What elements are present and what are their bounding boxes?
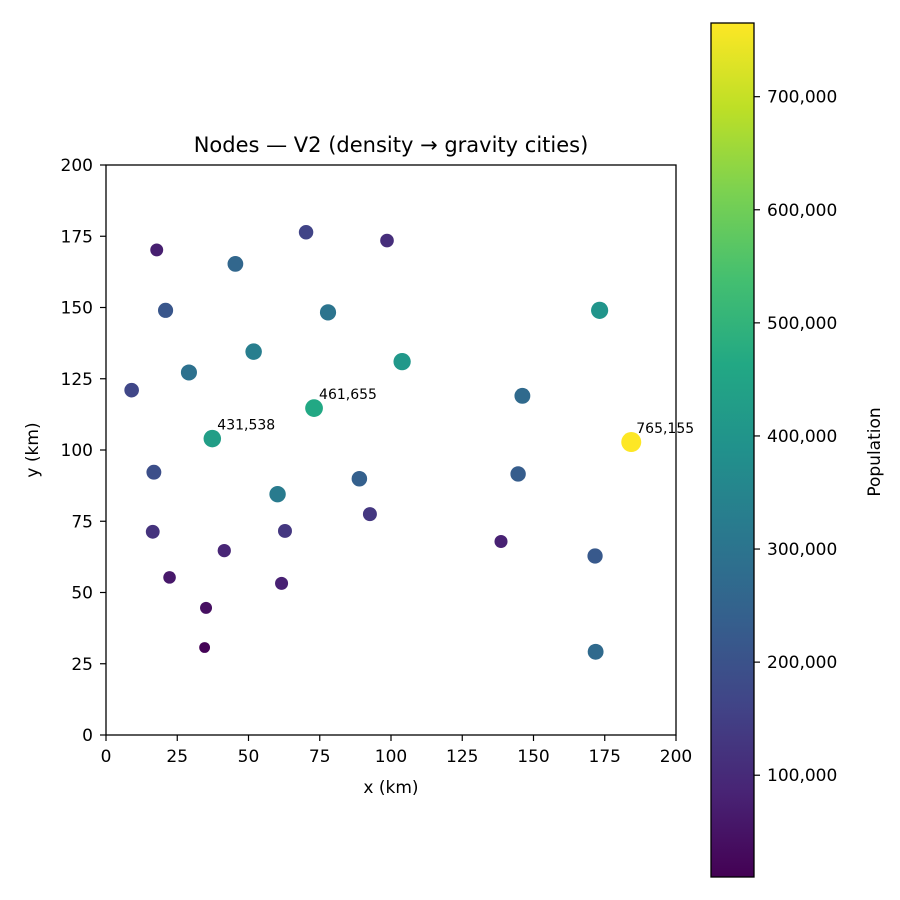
y-tick-label: 175 xyxy=(61,227,93,247)
data-point xyxy=(200,601,213,614)
data-point xyxy=(124,382,139,398)
data-point xyxy=(146,464,162,480)
colorbar-tick-label: 500,000 xyxy=(767,314,837,334)
y-tick-label: 50 xyxy=(71,584,93,604)
points-layer xyxy=(124,225,642,660)
data-point xyxy=(393,353,411,371)
data-point xyxy=(180,364,197,381)
y-tick-label: 125 xyxy=(61,370,93,390)
colorbar-label: Population xyxy=(865,407,885,496)
data-point xyxy=(298,225,314,240)
point-annotation: 461,655 xyxy=(319,387,377,403)
y-tick-label: 75 xyxy=(71,512,93,532)
data-point xyxy=(245,343,262,360)
data-point xyxy=(203,429,222,448)
colorbar-tick-label: 200,000 xyxy=(767,653,837,673)
x-axis-ticks: 0 25 50 75 100 125 150 175 200 xyxy=(101,735,692,767)
data-point xyxy=(163,571,176,584)
y-tick-label: 200 xyxy=(61,156,93,176)
x-tick-label: 150 xyxy=(517,747,549,767)
data-point xyxy=(621,432,642,453)
data-point xyxy=(362,507,377,522)
colorbar-tick-label: 600,000 xyxy=(767,201,837,221)
x-tick-label: 200 xyxy=(660,747,692,767)
point-annotation: 765,155 xyxy=(636,421,694,437)
y-tick-label: 0 xyxy=(82,726,93,746)
data-point xyxy=(591,301,609,319)
data-point xyxy=(494,534,508,549)
y-tick-label: 100 xyxy=(61,441,93,461)
y-tick-label: 25 xyxy=(71,655,93,675)
data-point xyxy=(305,399,323,417)
x-axis-label: x (km) xyxy=(363,778,418,798)
colorbar-tick-label: 300,000 xyxy=(767,540,837,560)
x-tick-label: 175 xyxy=(589,747,621,767)
data-point xyxy=(587,548,603,564)
chart-title: Nodes — V2 (density → gravity cities) xyxy=(194,133,589,157)
data-point xyxy=(150,243,164,257)
x-tick-label: 0 xyxy=(101,747,112,767)
data-point xyxy=(269,485,286,503)
data-point xyxy=(227,256,244,272)
x-tick-label: 125 xyxy=(446,747,478,767)
colorbar-ticks: 100,000 200,000 300,000 400,000 500,000 600,0… xyxy=(754,88,837,786)
data-point xyxy=(510,466,526,482)
data-point xyxy=(199,642,211,653)
colorbar-tick-label: 700,000 xyxy=(767,88,837,108)
y-axis-label: y (km) xyxy=(23,422,43,477)
annotations-layer: 461,655 431,538 765,155 xyxy=(217,387,694,437)
y-tick-label: 150 xyxy=(61,299,93,319)
data-point xyxy=(380,233,394,248)
colorbar xyxy=(710,22,755,878)
y-axis-ticks: 0 25 50 75 100 125 150 175 200 xyxy=(61,156,106,746)
x-tick-label: 100 xyxy=(375,747,407,767)
data-point xyxy=(351,471,368,487)
data-point xyxy=(217,543,231,558)
data-point xyxy=(319,304,337,321)
x-tick-label: 75 xyxy=(309,747,331,767)
data-point xyxy=(145,524,160,539)
data-point xyxy=(275,576,289,590)
data-point xyxy=(157,302,174,318)
colorbar-tick-label: 400,000 xyxy=(767,427,837,447)
data-point xyxy=(514,387,531,404)
point-annotation: 431,538 xyxy=(217,418,275,434)
x-tick-label: 25 xyxy=(166,747,188,767)
x-tick-label: 50 xyxy=(238,747,260,767)
data-point xyxy=(587,643,604,660)
colorbar-tick-label: 100,000 xyxy=(767,766,837,786)
data-point xyxy=(277,523,292,538)
